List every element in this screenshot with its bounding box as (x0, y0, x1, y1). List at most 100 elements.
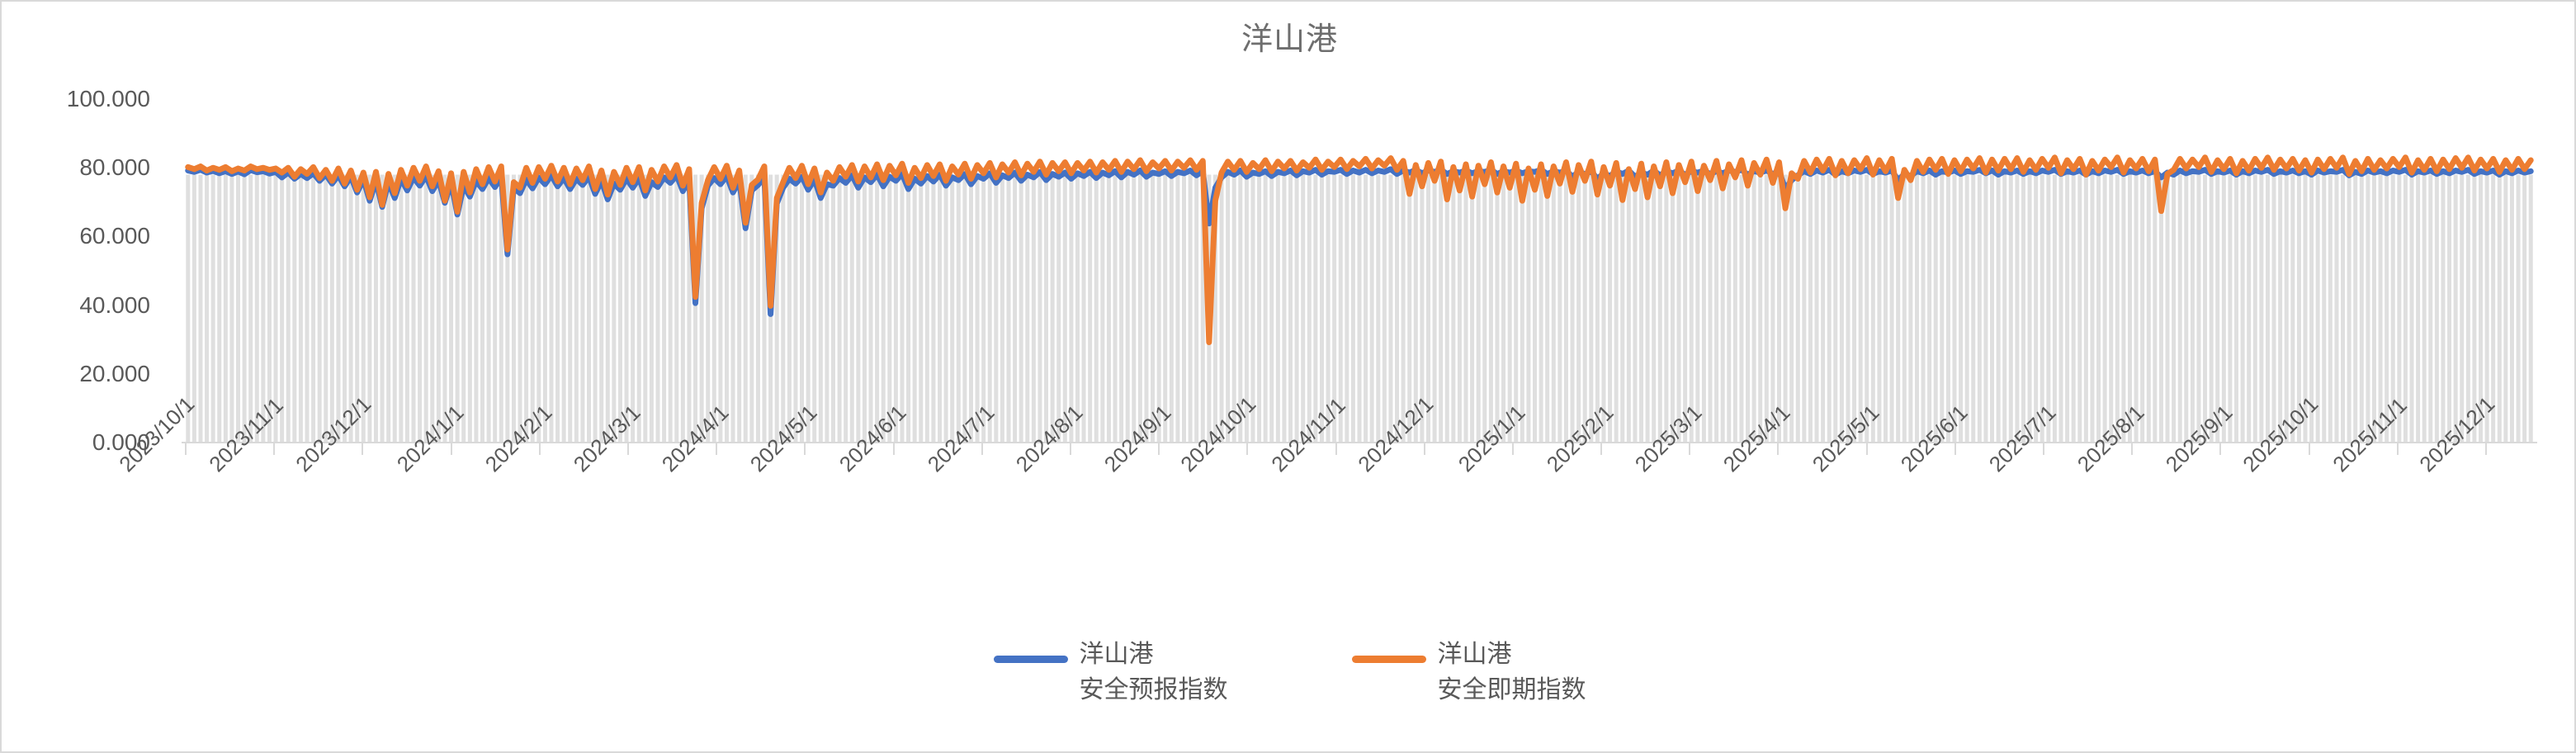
column-bar (2434, 174, 2439, 443)
column-bar (987, 174, 992, 443)
column-bar (956, 174, 961, 443)
column-bar (837, 174, 842, 443)
column-bar (1708, 174, 1713, 443)
column-bar (1357, 174, 1362, 443)
column-bar (2271, 174, 2276, 443)
column-bar (1470, 174, 1475, 443)
column-bar (1720, 174, 1725, 443)
column-bar (1664, 174, 1669, 443)
column-bar (938, 174, 943, 443)
column-bar (2353, 174, 2358, 443)
x-axis-tick (626, 443, 629, 455)
x-axis-tick (2485, 443, 2488, 455)
column-bar (1701, 174, 1706, 443)
column-bar (699, 174, 704, 443)
column-bar (1839, 174, 1844, 443)
column-bar (1676, 174, 1681, 443)
column-bar (1238, 174, 1243, 443)
column-bar (2265, 174, 2270, 443)
column-bar (1770, 174, 1775, 443)
column-bar (2177, 174, 2182, 443)
column-bar (1601, 174, 1606, 443)
column-bar (912, 174, 917, 443)
column-bar (1921, 174, 1926, 443)
column-bar (943, 174, 948, 443)
column-bar (2234, 174, 2239, 443)
column-bar (793, 174, 798, 443)
column-bar (1827, 174, 1832, 443)
column-bar (1908, 174, 1913, 443)
column-bar (1582, 174, 1587, 443)
column-bar (1996, 174, 2001, 443)
column-bar (1050, 174, 1055, 443)
column-bar (687, 174, 692, 443)
column-bar (1589, 174, 1594, 443)
column-bar (336, 174, 341, 443)
column-bar (430, 174, 435, 443)
column-bar (1212, 174, 1217, 443)
column-bar (248, 174, 253, 443)
column-bar (1488, 174, 1493, 443)
column-bar (1727, 174, 1732, 443)
column-bar (2416, 174, 2421, 443)
x-axis-tick (2396, 443, 2399, 455)
x-axis-tick (1777, 443, 1780, 455)
column-bar (2472, 174, 2477, 443)
column-bar (499, 174, 503, 443)
column-bar (2303, 174, 2308, 443)
x-axis-tick (1335, 443, 1337, 455)
column-bar (1563, 174, 1568, 443)
chart-canvas (185, 154, 2534, 443)
column-bar (1137, 174, 1142, 443)
y-tick-label: 100.000 (66, 86, 150, 111)
column-bar (574, 174, 579, 443)
column-bar (267, 174, 272, 443)
column-bar (1031, 174, 1036, 443)
column-bar (2465, 174, 2470, 443)
column-bar (2290, 174, 2295, 443)
column-bar (2172, 174, 2177, 443)
column-bar (1689, 174, 1694, 443)
chart-title: 洋山港 (1241, 22, 1338, 57)
column-bar (2046, 174, 2051, 443)
column-bar (624, 174, 629, 443)
column-bar (931, 174, 936, 443)
column-bar (636, 174, 641, 443)
legend-item[interactable]: 洋山港 安全即期指数 (1351, 637, 1586, 708)
column-bar (1444, 174, 1449, 443)
column-bar (1395, 174, 1400, 443)
x-axis-tick (892, 443, 895, 455)
column-bar (511, 174, 516, 443)
column-bar (1990, 174, 1995, 443)
column-bar (329, 174, 334, 443)
column-bar (1113, 174, 1118, 443)
column-bar (1439, 174, 1444, 443)
column-bar (1194, 174, 1199, 443)
column-bar (1758, 174, 1763, 443)
column-bar (361, 174, 366, 443)
column-bar (2115, 174, 2120, 443)
column-bar (2203, 174, 2208, 443)
column-bar (1463, 174, 1468, 443)
column-bar (2090, 174, 2095, 443)
column-bar (1345, 174, 1349, 443)
column-bar (1144, 174, 1149, 443)
column-bar (1476, 174, 1481, 443)
x-axis-labels: 2023/10/1 2023/11/1 2023/12/1 2024/1/1 2024/… (2, 391, 2576, 621)
column-bar (2484, 174, 2489, 443)
legend-item[interactable]: 洋山港 安全预报指数 (993, 637, 1228, 708)
column-bar (906, 174, 911, 443)
column-bar (1006, 174, 1011, 443)
x-axis-tick (2043, 443, 2045, 455)
x-axis-tick (2308, 443, 2310, 455)
line-series-forecast (185, 166, 2534, 317)
column-bar (1482, 174, 1487, 443)
x-axis-tick (185, 443, 187, 455)
x-axis-tick (1865, 443, 1868, 455)
column-bar (436, 174, 441, 443)
column-bar (1821, 174, 1826, 443)
column-bar (2058, 174, 2063, 443)
column-bar (1783, 174, 1788, 443)
column-bar (1852, 174, 1857, 443)
x-axis-tick (538, 443, 541, 455)
